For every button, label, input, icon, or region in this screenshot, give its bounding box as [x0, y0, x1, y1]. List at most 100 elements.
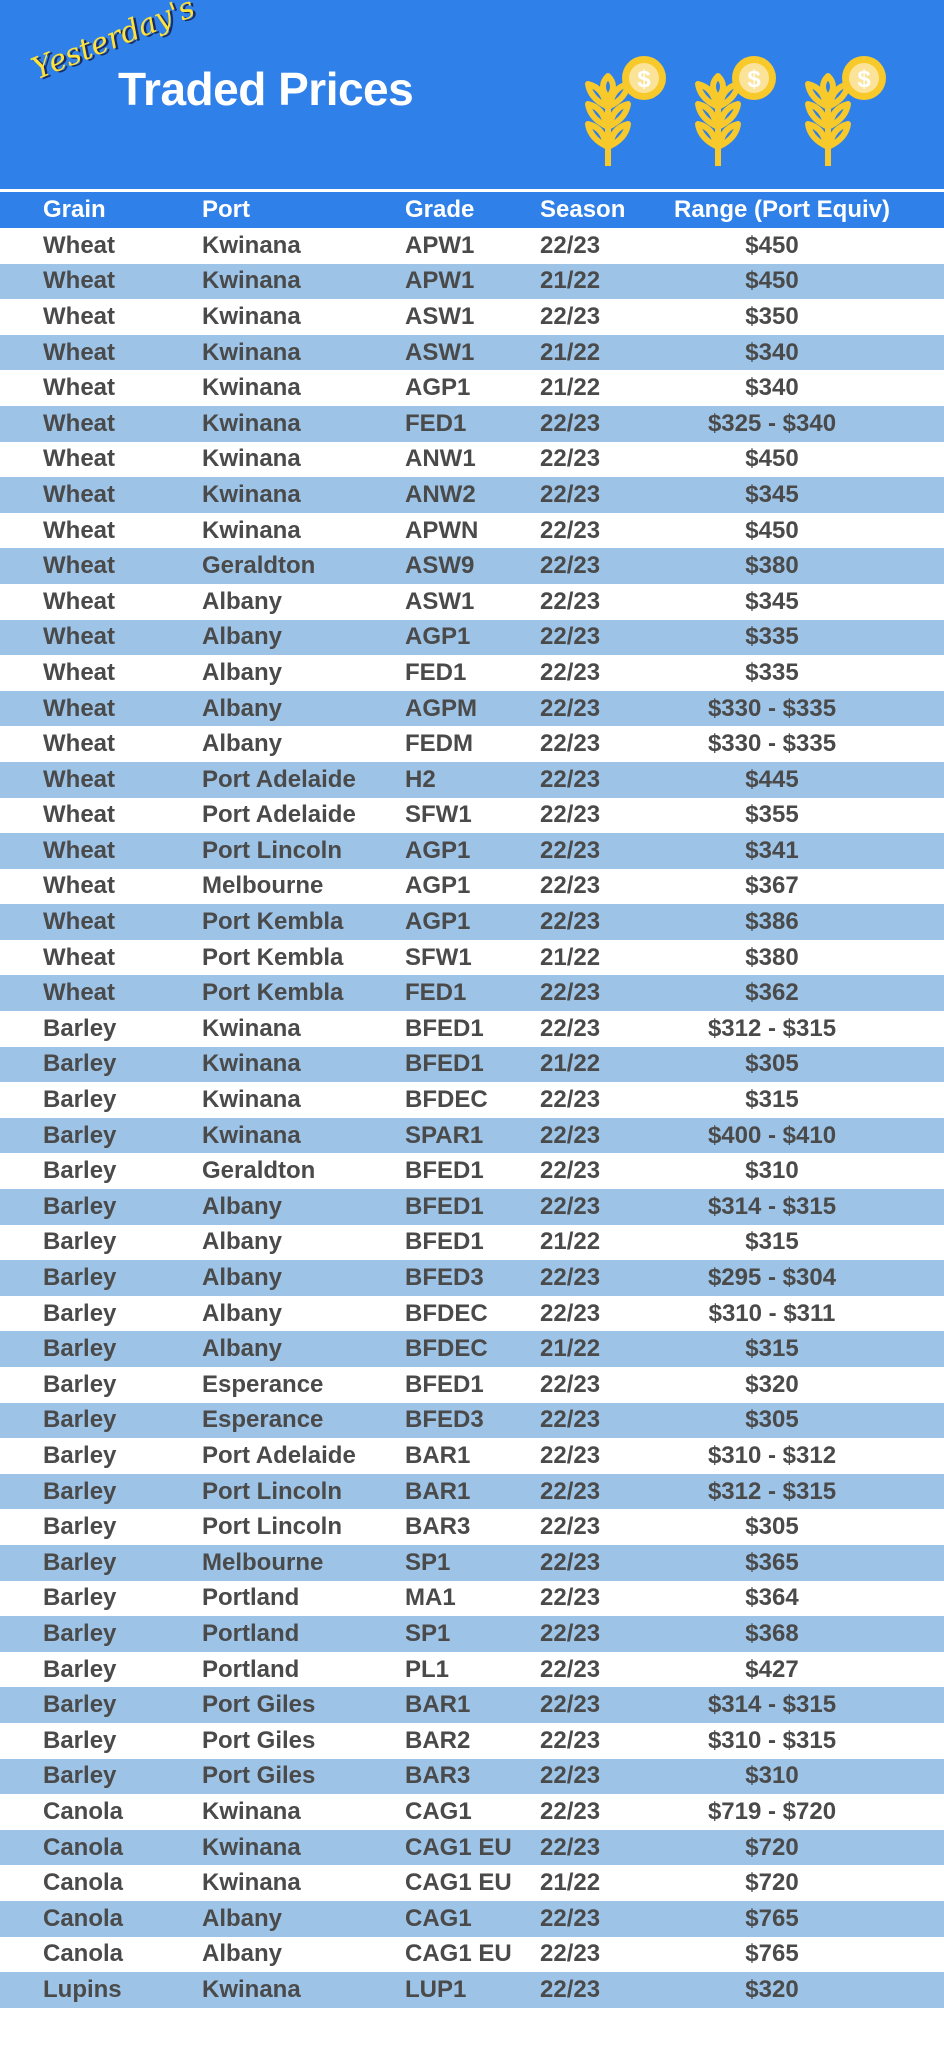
cell-port: Kwinana [202, 480, 301, 508]
cell-port: Kwinana [202, 445, 301, 473]
cell-port: Kwinana [202, 1869, 301, 1897]
cell-grain: Wheat [43, 552, 115, 580]
cell-port: Kwinana [202, 1050, 301, 1078]
cell-season: 22/23 [540, 445, 601, 473]
table-row: Barley Kwinana BFED1 21/22 $305 [0, 1046, 944, 1083]
cell-grain: Barley [43, 1406, 117, 1434]
cell-grade: CAG1 [405, 1797, 472, 1825]
cell-grade: BAR3 [405, 1762, 471, 1790]
cell-grain: Barley [43, 1548, 117, 1576]
cell-grade: AGP1 [405, 872, 471, 900]
cell-season: 22/23 [540, 658, 601, 686]
cell-grain: Wheat [43, 231, 115, 259]
cell-range: $765 [745, 1940, 799, 1968]
cell-grain: Wheat [43, 623, 115, 651]
cell-season: 21/22 [540, 1335, 601, 1363]
table-row: Barley Port Giles BAR3 22/23 $310 [0, 1758, 944, 1795]
cell-season: 22/23 [540, 908, 601, 936]
header-grade: Grade [405, 196, 475, 223]
cell-grain: Wheat [43, 694, 115, 722]
cell-range: $315 [745, 1335, 799, 1363]
cell-grade: APWN [405, 516, 479, 544]
cell-range: $350 [745, 302, 799, 330]
cell-range: $310 - $315 [707, 1726, 837, 1754]
cell-season: 21/22 [540, 374, 601, 402]
cell-grade: BAR1 [405, 1441, 471, 1469]
cell-port: Port Lincoln [202, 1477, 342, 1505]
cell-grain: Wheat [43, 765, 115, 793]
cell-grade: APW1 [405, 231, 475, 259]
cell-port: Kwinana [202, 1833, 301, 1861]
cell-grade: ASW9 [405, 552, 475, 580]
cell-grain: Wheat [43, 836, 115, 864]
cell-grade: LUP1 [405, 1975, 467, 2003]
cell-port: Albany [202, 1264, 283, 1292]
cell-season: 22/23 [540, 1797, 601, 1825]
cell-season: 22/23 [540, 409, 601, 437]
cell-port: Geraldton [202, 552, 316, 580]
cell-port: Melbourne [202, 872, 324, 900]
cell-grade: APW1 [405, 267, 475, 295]
table-row: Canola Albany CAG1 EU 22/23 $765 [0, 1937, 944, 1973]
cell-grain: Barley [43, 1157, 117, 1185]
table-row: Barley Geraldton BFED1 22/23 $310 [0, 1153, 944, 1189]
cell-range: $450 [745, 445, 799, 473]
cell-season: 22/23 [540, 1691, 601, 1719]
table-row: Barley Kwinana BFDEC 22/23 $315 [0, 1082, 944, 1118]
cell-port: Port Kembla [202, 979, 344, 1007]
table-row: Wheat Kwinana AGP1 21/22 $340 [0, 370, 944, 406]
cell-range: $765 [745, 1904, 799, 1932]
cell-grade: CAG1 [405, 1904, 472, 1932]
cell-range: $355 [745, 801, 799, 829]
table-row: Barley Port Lincoln BAR1 22/23 $312 - $315 [0, 1473, 944, 1510]
cell-season: 22/23 [540, 1014, 601, 1042]
cell-grain: Canola [43, 1940, 124, 1968]
cell-season: 22/23 [540, 231, 601, 259]
cell-grade: AGP1 [405, 908, 471, 936]
cell-port: Port Adelaide [202, 765, 356, 793]
cell-grade: FED1 [405, 979, 467, 1007]
cell-port: Port Kembla [202, 908, 344, 936]
cell-season: 22/23 [540, 516, 601, 544]
table-row: Barley Port Lincoln BAR3 22/23 $305 [0, 1509, 944, 1545]
cell-grade: BAR3 [405, 1513, 471, 1541]
cell-grain: Barley [43, 1264, 117, 1292]
cell-range: $310 [745, 1762, 799, 1790]
cell-grade: BFED3 [405, 1406, 484, 1434]
cell-grade: BFED1 [405, 1370, 484, 1398]
cell-range: $314 - $315 [707, 1192, 837, 1220]
cell-grade: SPAR1 [405, 1121, 484, 1149]
cell-season: 22/23 [540, 1299, 601, 1327]
table-row: Wheat Albany AGP1 22/23 $335 [0, 619, 944, 656]
cell-range: $312 - $315 [707, 1014, 837, 1042]
cell-range: $365 [745, 1548, 799, 1576]
table-row: Wheat Geraldton ASW9 22/23 $380 [0, 548, 944, 584]
cell-range: $720 [745, 1869, 799, 1897]
cell-season: 22/23 [540, 552, 601, 580]
cell-grade: BFED1 [405, 1157, 484, 1185]
cell-port: Kwinana [202, 1975, 301, 2003]
cell-port: Port Giles [202, 1726, 316, 1754]
cell-grain: Wheat [43, 302, 115, 330]
cell-port: Albany [202, 1335, 283, 1363]
table-row: Wheat Kwinana ANW2 22/23 $345 [0, 477, 944, 513]
cell-season: 22/23 [540, 979, 601, 1007]
cell-range: $314 - $315 [707, 1691, 837, 1719]
cell-grade: FED1 [405, 658, 467, 686]
cell-port: Port Adelaide [202, 1441, 356, 1469]
table-row: Wheat Port Kembla FED1 22/23 $362 [0, 975, 944, 1012]
table-row: Wheat Kwinana ASW1 21/22 $340 [0, 334, 944, 371]
cell-port: Albany [202, 730, 283, 758]
cell-season: 22/23 [540, 765, 601, 793]
cell-season: 22/23 [540, 1940, 601, 1968]
cell-range: $320 [745, 1975, 799, 2003]
cell-grain: Wheat [43, 730, 115, 758]
cell-grain: Canola [43, 1904, 124, 1932]
cell-grain: Barley [43, 1014, 117, 1042]
cell-range: $345 [745, 480, 799, 508]
cell-grade: BFDEC [405, 1086, 488, 1114]
table-row: Barley Port Giles BAR1 22/23 $314 - $315 [0, 1687, 944, 1723]
table-row: Barley Portland MA1 22/23 $364 [0, 1581, 944, 1617]
price-table: Wheat Kwinana APW1 22/23 $450 Wheat Kwinana APW… [0, 228, 944, 2008]
cell-grade: SFW1 [405, 943, 472, 971]
